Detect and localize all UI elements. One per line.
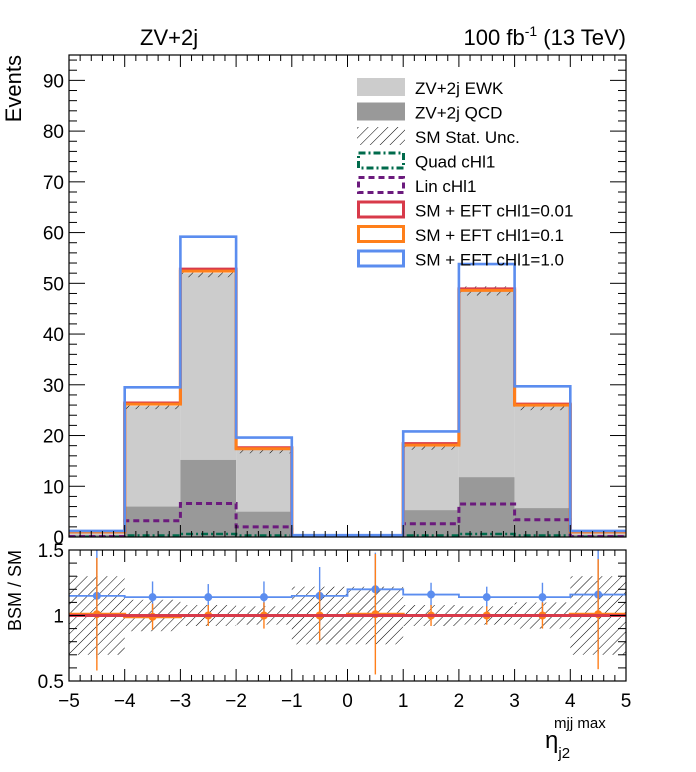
y-tick-label: 1.5 (38, 541, 64, 562)
legend-label: SM + EFT cHl1=1.0 (415, 251, 564, 270)
ratio-panel: −5 −4 −3 −2 −1 0 1 2 3 4 5 0.5 1 1.5 BSM / SM ηj2mjj … (5, 541, 632, 762)
ratio-series (69, 550, 626, 675)
legend-entry-eft001: SM + EFT cHl1=0.01 (357, 200, 573, 221)
legend-label: ZV+2j QCD (415, 104, 502, 123)
ewk-bar (236, 449, 292, 512)
x-tick-label: 2 (454, 691, 465, 712)
legend-swatch-eft01 (357, 225, 405, 243)
x-tick-label: −4 (114, 691, 136, 712)
legend-label: ZV+2j EWK (415, 79, 504, 98)
stat-unc-hatch (403, 443, 459, 450)
x-tick-label: −2 (225, 691, 247, 712)
legend-entry-eft01: SM + EFT cHl1=0.1 (357, 225, 564, 245)
eft1-ratio-point (538, 593, 547, 602)
ratio-y-axis-title: BSM / SM (5, 550, 25, 631)
x-tick-label: −5 (58, 691, 80, 712)
legend-swatch-eft001 (357, 200, 405, 219)
x-tick-label: 1 (398, 691, 409, 712)
x-tick-label: 0 (342, 691, 353, 712)
y-tick-label: 20 (43, 427, 64, 448)
qcd-bar (458, 477, 515, 537)
y-tick-label: 90 (43, 71, 64, 92)
stat-unc-hatch (124, 403, 181, 410)
y-tick-label: 80 (43, 122, 64, 143)
legend-label: SM + EFT cHl1=0.1 (415, 226, 564, 245)
ewk-bar (124, 406, 181, 507)
legend-label: SM Stat. Unc. (415, 128, 520, 147)
ewk-bar (458, 291, 515, 478)
ewk-bar (514, 406, 571, 509)
ratio-axes: −5 −4 −3 −2 −1 0 1 2 3 4 5 0.5 1 1.5 (38, 541, 632, 712)
legend-swatch-ewk (357, 78, 405, 96)
y-tick-label: 50 (43, 274, 64, 295)
y-tick-label: 1 (53, 607, 64, 628)
eft1-ratio-point (427, 590, 436, 599)
ewk-bar (403, 446, 459, 511)
eft1-ratio-point (259, 593, 268, 602)
qcd-bar (69, 534, 125, 537)
process-label: ZV+2j (140, 25, 198, 50)
legend-entry-quad: Quad cHl1 (357, 151, 495, 172)
qcd-bar (514, 508, 571, 537)
y-tick-label: 60 (43, 224, 64, 245)
legend-entry-stat: SM Stat. Unc. (357, 127, 520, 147)
ewk-bar (570, 531, 626, 535)
top-panel: 0 10 20 30 40 50 60 70 80 90 Events (1, 54, 627, 549)
qcd-bar (180, 459, 237, 537)
qcd-bar (124, 506, 181, 537)
x-axis-title: ηj2mjj max (545, 715, 606, 762)
stat-unc-hatch (236, 447, 292, 454)
y-tick-label: 0 (53, 528, 64, 549)
legend-entry-lin: Lin cHl1 (357, 176, 476, 196)
legend: ZV+2j EWK ZV+2j QCD SM Stat. Unc. Quad cHl1… (357, 78, 573, 270)
legend-entry-qcd: ZV+2j QCD (357, 102, 502, 123)
legend-label: SM + EFT cHl1=0.01 (415, 202, 573, 221)
x-tick-label: −1 (281, 691, 303, 712)
legend-label: Lin cHl1 (415, 177, 476, 196)
legend-swatch-qcd (357, 102, 405, 121)
legend-label: Quad cHl1 (415, 153, 495, 172)
stacked-histograms (69, 273, 626, 537)
y-tick-label: 40 (43, 325, 64, 346)
legend-entry-ewk: ZV+2j EWK (357, 78, 504, 98)
legend-swatch-quad (357, 151, 405, 170)
ewk-bar (69, 531, 125, 535)
y-tick-label: 70 (43, 173, 64, 194)
stat-unc-hatch (514, 404, 571, 411)
top-axes: 0 10 20 30 40 50 60 70 80 90 (43, 55, 627, 549)
eft1-ratio-point (482, 593, 491, 602)
y-axis-title: Events (1, 55, 26, 122)
x-tick-label: 3 (509, 691, 520, 712)
ewk-bar (180, 273, 237, 460)
y-tick-label: 30 (43, 376, 64, 397)
stat-unc-hatch (180, 268, 237, 278)
qcd-bar (236, 511, 292, 537)
x-tick-label: 5 (621, 691, 632, 712)
x-tick-label: −3 (170, 691, 192, 712)
eft1-ratio-point (204, 593, 213, 602)
y-tick-label: 10 (43, 477, 64, 498)
x-tick-label: 4 (565, 691, 576, 712)
legend-swatch-hatch (357, 127, 405, 145)
legend-entry-eft1: SM + EFT cHl1=1.0 (357, 249, 564, 270)
legend-swatch-lin (357, 176, 405, 194)
eft1-ratio-line (69, 588, 626, 599)
eft1-ratio-point (148, 593, 157, 602)
y-tick-label: 0.5 (38, 672, 64, 693)
legend-swatch-eft1 (357, 249, 405, 268)
luminosity-label: 100 fb-1 (13 TeV) (464, 23, 626, 50)
